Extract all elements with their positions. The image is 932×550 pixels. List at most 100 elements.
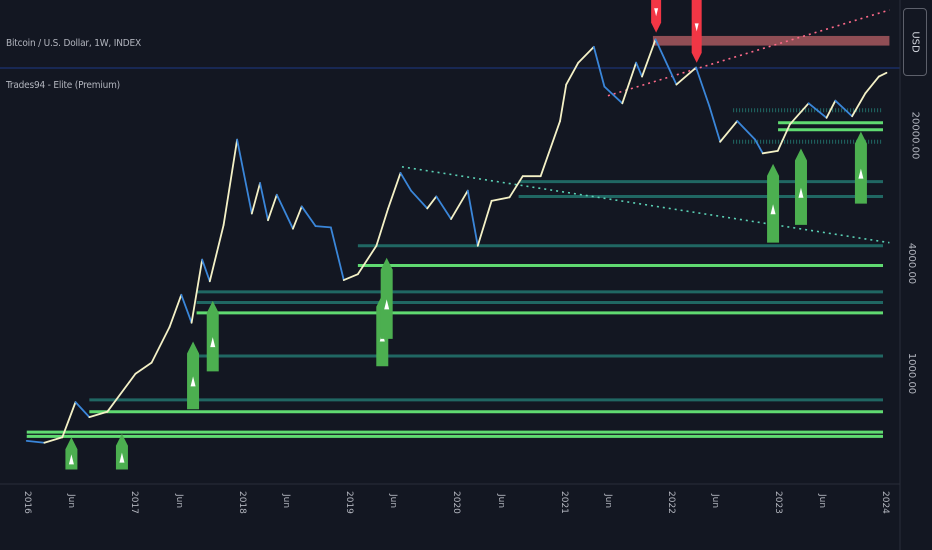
price-segment (314, 225, 332, 229)
price-segment (654, 38, 678, 86)
buy-signal-arrow-3 (210, 337, 216, 348)
price-segment (426, 195, 438, 210)
y-tick-label: 20000.00 (909, 111, 921, 159)
buy-signal-2 (187, 341, 200, 410)
price-segment (807, 102, 828, 119)
price-segment (435, 195, 452, 220)
price-segment (559, 83, 568, 122)
sell-signal-arrow-1 (694, 23, 699, 32)
sell-signal-0 (651, 0, 662, 33)
x-tick-label: 2017 (129, 491, 140, 514)
y-tick-label: 4000.00 (906, 242, 918, 284)
price-segment (375, 207, 390, 247)
buy-signal-3 (206, 300, 219, 372)
price-segment (275, 193, 294, 230)
price-segment (490, 196, 511, 202)
price-segment (387, 172, 402, 210)
price-segment (222, 138, 239, 226)
x-tick-label: 2018 (236, 491, 247, 514)
price-segment (736, 120, 757, 141)
price-segment (695, 66, 711, 107)
price-segment (43, 436, 64, 444)
price-segment (134, 361, 153, 375)
price-segment (539, 120, 561, 178)
buy-signal-6 (767, 163, 780, 243)
x-tick-label: 2016 (21, 491, 32, 514)
price-segment (250, 182, 261, 215)
buy-signal-1 (115, 433, 128, 470)
x-tick-label: 2024 (880, 491, 891, 514)
y-tick-label: 1000.00 (906, 352, 918, 394)
price-segment (236, 138, 253, 215)
price-segment (864, 75, 880, 95)
price-segment (190, 258, 204, 324)
buy-signal-arrow-7 (798, 187, 804, 198)
x-tick-label: 2021 (558, 491, 569, 514)
x-tick-label: 2019 (343, 491, 354, 514)
currency-button[interactable]: USD (903, 8, 927, 76)
symbol-legend[interactable]: Bitcoin / U.S. Dollar, 1W, INDEX (6, 38, 141, 49)
price-segment (708, 105, 722, 143)
price-segment (300, 205, 317, 228)
price-segment (834, 99, 854, 118)
trendline-1 (607, 9, 890, 97)
price-segment (825, 99, 837, 119)
x-tick-label: Jun (66, 493, 77, 509)
price-segment (508, 175, 524, 199)
price-segment (168, 293, 183, 328)
price-segment (356, 244, 378, 276)
price-segment (180, 293, 193, 324)
price-segment (259, 182, 269, 222)
price-segment (208, 224, 225, 283)
price-segment (603, 85, 624, 105)
price-segment (776, 123, 791, 152)
x-tick-label: Jun (710, 493, 721, 509)
price-segment (25, 439, 46, 444)
price-segment (675, 66, 697, 86)
price-segment (342, 273, 359, 281)
x-tick-label: Jun (280, 493, 291, 509)
price-segment (788, 102, 810, 126)
buy-signal-arrow-8 (858, 168, 864, 179)
price-segment (592, 45, 606, 88)
price-segment (292, 205, 303, 230)
buy-signal-arrow-1 (119, 452, 125, 463)
price-segment (61, 401, 77, 439)
price-segment (466, 189, 479, 247)
x-tick-label: 2023 (773, 491, 784, 514)
price-segment (106, 381, 131, 413)
price-segment (476, 199, 493, 247)
price-segment (88, 410, 109, 418)
x-tick-label: Jun (173, 493, 184, 509)
price-segment (719, 120, 739, 143)
price-segment (754, 138, 764, 155)
price-segment (329, 226, 345, 281)
buy-signal-arrow-5 (384, 299, 390, 310)
price-segment (399, 172, 412, 192)
price-segment (851, 92, 867, 118)
buy-signal-7 (794, 148, 807, 225)
trendline-0 (401, 166, 890, 244)
buy-signal-5 (380, 257, 393, 339)
price-segment (267, 193, 278, 222)
buy-signal-arrow-6 (770, 204, 776, 215)
price-segment (150, 326, 171, 364)
price-segment (128, 372, 137, 384)
sell-signal-arrow-0 (654, 8, 659, 17)
buy-signal-8 (854, 131, 867, 204)
buy-signal-arrow-0 (68, 454, 74, 465)
x-tick-label: 2022 (665, 491, 676, 514)
price-segment (577, 45, 595, 64)
x-tick-label: 2020 (451, 491, 462, 514)
currency-label: USD (909, 31, 921, 53)
price-segment (877, 71, 888, 78)
indicator-legend[interactable]: Trades94 - Elite (Premium) (6, 80, 120, 91)
price-segment (201, 258, 211, 283)
x-tick-label: Jun (388, 493, 399, 509)
x-tick-label: Jun (495, 493, 506, 509)
buy-signal-arrow-2 (190, 376, 196, 387)
x-tick-label: Jun (602, 493, 613, 509)
resistance-zone (652, 35, 890, 46)
price-segment (410, 189, 429, 210)
